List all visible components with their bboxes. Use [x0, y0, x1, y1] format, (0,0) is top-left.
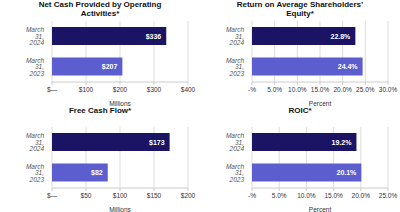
svg-text:-%: -%	[248, 86, 256, 93]
html-text:ROIC*: ROIC*	[288, 106, 312, 115]
svg-text:March31,2023: March31,2023	[226, 163, 244, 183]
html-text:Free Cash Flow*: Free Cash Flow*	[68, 106, 132, 115]
svg-text:15.0%: 15.0%	[324, 192, 343, 199]
svg-text:$100: $100	[79, 86, 94, 93]
svg-text:25.0%: 25.0%	[356, 86, 375, 93]
svg-text:22.8%: 22.8%	[331, 33, 352, 40]
svg-text:15.0%: 15.0%	[311, 86, 330, 93]
svg-text:$—: $—	[47, 192, 58, 199]
svg-text:$400: $400	[181, 86, 196, 93]
svg-text:24.4%: 24.4%	[338, 63, 359, 70]
svg-text:19.2%: 19.2%	[332, 139, 353, 146]
html-text:Net Cash Provided by Operating: Net Cash Provided by Operating Activitie…	[38, 0, 162, 18]
svg-text:10.0%: 10.0%	[297, 192, 316, 199]
svg-text:March31,2024: March31,2024	[26, 26, 44, 46]
svg-text:20.0%: 20.0%	[352, 192, 371, 199]
svg-text:20.1%: 20.1%	[336, 169, 357, 176]
svg-text:5.0%: 5.0%	[272, 192, 287, 199]
svg-text:$—: $—	[47, 86, 58, 93]
svg-text:5.0%: 5.0%	[267, 86, 282, 93]
svg-text:Millions: Millions	[109, 100, 131, 106]
svg-text:$173: $173	[149, 139, 165, 147]
svg-text:$207: $207	[102, 63, 118, 71]
svg-text:$200: $200	[113, 86, 128, 93]
svg-text:$100: $100	[113, 192, 128, 199]
svg-text:March31,2023: March31,2023	[26, 163, 44, 183]
html-text:Return on Average Shareholders: Return on Average Shareholders’ Equity*	[236, 0, 364, 18]
svg-text:$336: $336	[146, 33, 162, 41]
svg-text:Percent: Percent	[309, 100, 332, 106]
svg-text:Millions: Millions	[109, 206, 131, 212]
svg-text:$200: $200	[181, 192, 196, 199]
svg-text:10.0%: 10.0%	[288, 86, 307, 93]
svg-text:March31,2024: March31,2024	[26, 132, 44, 152]
svg-text:$300: $300	[147, 86, 162, 93]
svg-text:20.0%: 20.0%	[333, 86, 352, 93]
svg-text:March31,2024: March31,2024	[226, 132, 244, 152]
svg-text:March31,2023: March31,2023	[226, 57, 244, 77]
svg-text:-%: -%	[248, 192, 256, 199]
svg-text:30.0%: 30.0%	[379, 86, 392, 93]
svg-text:Percent: Percent	[309, 206, 332, 212]
svg-text:$150: $150	[147, 192, 162, 199]
svg-text:March31,2024: March31,2024	[226, 26, 244, 46]
svg-text:March31,2023: March31,2023	[26, 57, 44, 77]
svg-text:$82: $82	[91, 169, 103, 177]
svg-text:$50: $50	[81, 192, 92, 199]
svg-text:25.0%: 25.0%	[379, 192, 392, 199]
